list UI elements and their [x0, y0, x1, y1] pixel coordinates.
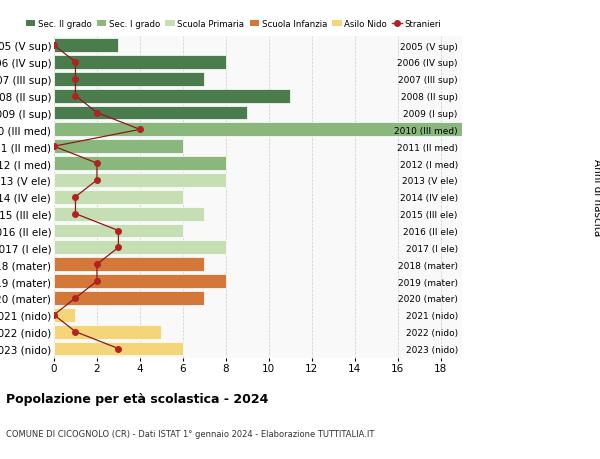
Bar	[54, 308, 76, 322]
Bar	[54, 174, 226, 187]
Bar	[54, 274, 226, 288]
Point	[92, 278, 102, 285]
Legend: Sec. II grado, Sec. I grado, Scuola Primaria, Scuola Infanzia, Asilo Nido, Stran: Sec. II grado, Sec. I grado, Scuola Prim…	[26, 20, 441, 29]
Bar	[54, 190, 183, 204]
Bar	[54, 56, 226, 70]
Bar	[54, 157, 226, 171]
Point	[49, 42, 59, 50]
Bar	[54, 224, 183, 238]
Bar	[54, 258, 205, 272]
Point	[92, 110, 102, 117]
Point	[71, 76, 80, 83]
Point	[92, 177, 102, 184]
Point	[135, 126, 145, 134]
Point	[49, 143, 59, 151]
Point	[71, 93, 80, 100]
Point	[113, 227, 123, 235]
Point	[71, 194, 80, 201]
Bar	[54, 325, 161, 339]
Bar	[54, 106, 247, 120]
Bar	[54, 241, 226, 255]
Bar	[54, 291, 205, 305]
Bar	[54, 207, 205, 221]
Bar	[54, 342, 183, 356]
Point	[113, 244, 123, 252]
Text: COMUNE DI CICOGNOLO (CR) - Dati ISTAT 1° gennaio 2024 - Elaborazione TUTTITALIA.: COMUNE DI CICOGNOLO (CR) - Dati ISTAT 1°…	[6, 429, 374, 438]
Point	[92, 160, 102, 168]
Point	[71, 59, 80, 67]
Point	[92, 261, 102, 269]
Text: Anni di nascita: Anni di nascita	[592, 159, 600, 236]
Bar	[54, 39, 118, 53]
Point	[71, 211, 80, 218]
Text: Popolazione per età scolastica - 2024: Popolazione per età scolastica - 2024	[6, 392, 268, 405]
Bar	[54, 73, 205, 86]
Bar	[54, 140, 183, 154]
Point	[71, 295, 80, 302]
Point	[113, 345, 123, 353]
Point	[71, 328, 80, 336]
Point	[49, 312, 59, 319]
Bar	[54, 90, 290, 103]
Bar	[54, 123, 462, 137]
